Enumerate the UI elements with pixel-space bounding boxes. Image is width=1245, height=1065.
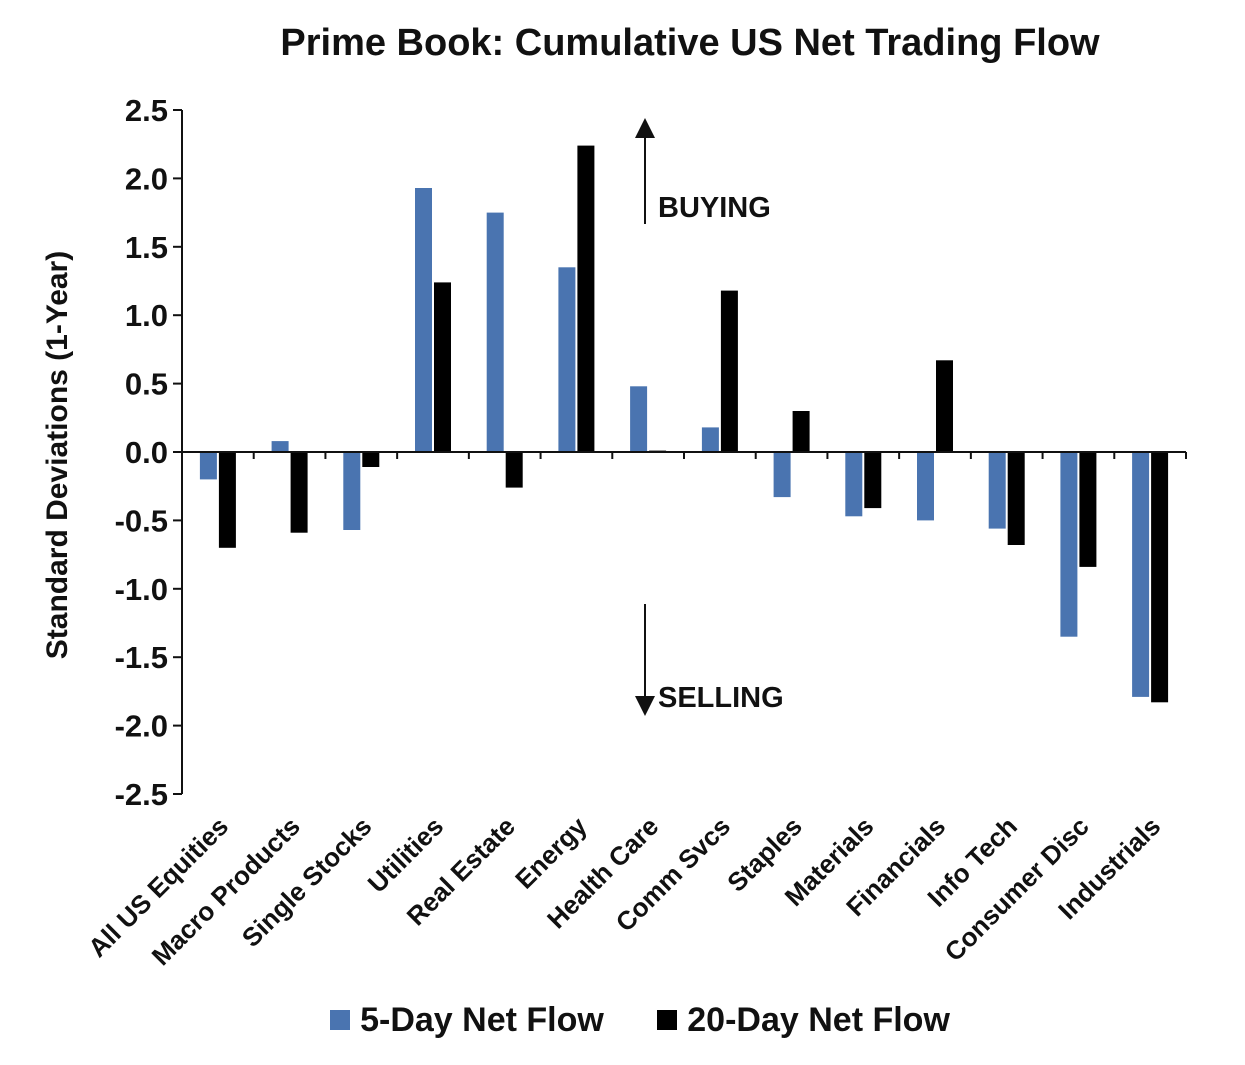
category-label-2: Single Stocks [236, 811, 378, 953]
bar-5day-10 [917, 452, 934, 521]
y-tick-label-0: 2.5 [125, 93, 168, 128]
bar-5day-0 [199, 452, 217, 480]
labels-layer: 2.52.01.51.00.50.0-0.5-1.0-1.5-2.0-2.5Al… [82, 93, 1166, 971]
bar-20day-8 [792, 411, 810, 452]
bar-5day-1 [271, 441, 289, 452]
bar-5day-3 [415, 188, 432, 452]
bar-20day-3 [434, 282, 451, 452]
bar-20day-2 [362, 452, 380, 467]
bar-5day-8 [773, 452, 791, 498]
axes-layer [173, 109, 1187, 795]
y-tick-label-6: -0.5 [115, 503, 168, 538]
bar-20day-9 [864, 452, 882, 509]
y-tick-label-9: -2.0 [115, 709, 168, 744]
chart-title: Prime Book: Cumulative US Net Trading Fl… [280, 22, 1100, 64]
legend-label-5day: 5-Day Net Flow [360, 1000, 604, 1039]
legend-swatch-20day [657, 1010, 678, 1030]
bar-5day-6 [630, 386, 648, 452]
bar-20day-13 [1151, 452, 1169, 703]
y-tick-label-8: -1.5 [115, 640, 168, 675]
bar-5day-2 [343, 452, 361, 530]
legend-item-5day: 5-Day Net Flow [330, 1001, 604, 1040]
legend: 5-Day Net Flow 20-Day Net Flow [0, 1000, 1245, 1040]
y-tick-label-10: -2.5 [115, 777, 168, 812]
y-axis-title: Standard Deviations (1-Year) [41, 251, 74, 659]
bar-5day-7 [701, 427, 719, 452]
bar-20day-10 [936, 360, 953, 452]
bar-5day-4 [486, 212, 504, 452]
y-tick-label-5: 0.0 [125, 435, 168, 470]
selling-label: SELLING [658, 682, 784, 714]
y-tick-label-1: 2.0 [125, 161, 168, 196]
bar-5day-13 [1132, 452, 1150, 697]
buying-label: BUYING [658, 192, 771, 224]
y-tick-label-3: 1.0 [125, 298, 168, 333]
bar-20day-5 [577, 145, 595, 452]
legend-item-20day: 20-Day Net Flow [657, 1001, 950, 1040]
bar-5day-5 [558, 267, 576, 452]
legend-swatch-5day [330, 1010, 351, 1030]
bar-5day-12 [1060, 452, 1078, 637]
legend-label-20day: 20-Day Net Flow [687, 1000, 950, 1039]
y-tick-label-7: -1.0 [115, 572, 168, 607]
y-tick-label-2: 1.5 [125, 230, 168, 265]
bar-20day-0 [218, 452, 236, 548]
y-tick-label-4: 0.5 [125, 367, 168, 402]
bar-20day-11 [1007, 452, 1025, 545]
bar-20day-4 [505, 452, 523, 488]
bar-20day-1 [290, 452, 308, 533]
bars-layer [199, 145, 1169, 703]
bar-20day-12 [1079, 452, 1097, 567]
bar-5day-11 [988, 452, 1006, 529]
bar-20day-7 [720, 290, 738, 452]
chart-plot: 2.52.01.51.00.50.0-0.5-1.0-1.5-2.0-2.5Al… [41, 93, 1187, 971]
bar-5day-9 [845, 452, 863, 517]
